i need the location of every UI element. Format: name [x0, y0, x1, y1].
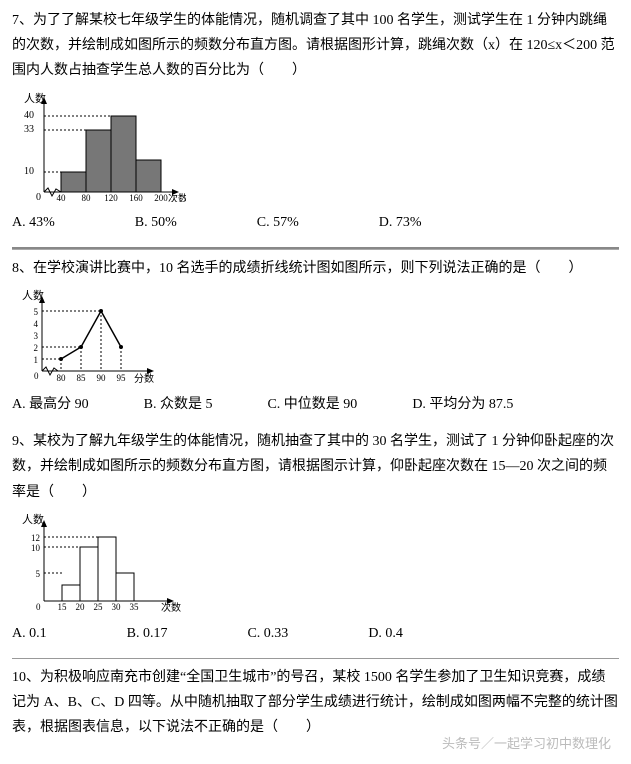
q8-chart: 人数 分数 1 2 3 4 5 0 [16, 289, 619, 384]
q9-ylabel: 人数 [22, 513, 44, 526]
svg-text:120: 120 [104, 193, 118, 202]
svg-text:1: 1 [34, 355, 39, 365]
q8-option-a[interactable]: A. 最高分 90 [12, 392, 89, 417]
divider [12, 658, 619, 659]
q7-option-b[interactable]: B. 50% [135, 210, 177, 235]
q9-options: A. 0.1 B. 0.17 C. 0.33 D. 0.4 [12, 621, 619, 646]
svg-text:95: 95 [117, 373, 127, 383]
svg-text:85: 85 [77, 373, 87, 383]
svg-text:10: 10 [31, 543, 41, 553]
svg-text:2: 2 [34, 343, 39, 353]
svg-text:12: 12 [31, 533, 40, 543]
q9-option-c[interactable]: C. 0.33 [247, 621, 288, 646]
q7-option-c[interactable]: C. 57% [257, 210, 299, 235]
svg-text:80: 80 [82, 193, 92, 202]
svg-text:3: 3 [34, 331, 39, 341]
q8-xlabel: 分数 [134, 372, 154, 384]
q9-chart: 人数 次数 5 10 12 0 15 20 25 30 35 [16, 513, 619, 613]
q7-option-d[interactable]: D. 73% [379, 210, 422, 235]
q9-text: 9、某校为了解九年级学生的体能情况，随机抽查了其中的 30 名学生，测试了 1 … [12, 429, 619, 505]
section-divider [12, 247, 619, 250]
svg-text:90: 90 [97, 373, 107, 383]
q9-option-d[interactable]: D. 0.4 [368, 621, 403, 646]
svg-text:33: 33 [24, 124, 34, 135]
svg-text:0: 0 [34, 371, 39, 381]
q7-options: A. 43% B. 50% C. 57% D. 73% [12, 210, 619, 235]
q8-option-b[interactable]: B. 众数是 5 [144, 392, 213, 417]
q9-option-a[interactable]: A. 0.1 [12, 621, 47, 646]
svg-text:0: 0 [36, 192, 41, 202]
svg-text:0: 0 [36, 602, 41, 612]
svg-text:200: 200 [154, 193, 168, 202]
svg-text:35: 35 [130, 602, 140, 612]
svg-text:25: 25 [94, 602, 104, 612]
question-7: 7、为了了解某校七年级学生的体能情况，随机调查了其中 100 名学生，测试学生在… [12, 8, 619, 235]
q7-chart: 人数 次数 10 33 40 0 40 80 120 160 [16, 92, 619, 202]
svg-text:80: 80 [57, 373, 67, 383]
q7-option-a[interactable]: A. 43% [12, 210, 55, 235]
svg-text:5: 5 [34, 307, 39, 317]
q7-xlabel: 次数 [168, 192, 186, 202]
q8-options: A. 最高分 90 B. 众数是 5 C. 中位数是 90 D. 平均分为 87… [12, 392, 619, 417]
watermark: 头条号／一起学习初中数理化 [12, 732, 619, 755]
question-9: 9、某校为了解九年级学生的体能情况，随机抽查了其中的 30 名学生，测试了 1 … [12, 429, 619, 646]
svg-text:160: 160 [129, 193, 143, 202]
q8-text: 8、在学校演讲比赛中，10 名选手的成绩折线统计图如图所示，则下列说法正确的是（… [12, 256, 619, 281]
q7-text: 7、为了了解某校七年级学生的体能情况，随机调查了其中 100 名学生，测试学生在… [12, 8, 619, 84]
svg-text:15: 15 [58, 602, 68, 612]
svg-text:4: 4 [34, 319, 39, 329]
svg-text:10: 10 [24, 166, 34, 177]
svg-text:5: 5 [36, 569, 41, 579]
question-8: 8、在学校演讲比赛中，10 名选手的成绩折线统计图如图所示，则下列说法正确的是（… [12, 256, 619, 417]
svg-text:40: 40 [24, 110, 34, 121]
q8-option-d[interactable]: D. 平均分为 87.5 [412, 392, 513, 417]
q10-text: 10、为积极响应南充市创建“全国卫生城市”的号召，某校 1500 名学生参加了卫… [12, 665, 619, 741]
svg-text:20: 20 [76, 602, 86, 612]
q8-option-c[interactable]: C. 中位数是 90 [267, 392, 357, 417]
question-10: 10、为积极响应南充市创建“全国卫生城市”的号召，某校 1500 名学生参加了卫… [12, 665, 619, 741]
q9-xlabel: 次数 [161, 601, 181, 613]
svg-text:40: 40 [57, 193, 67, 202]
q9-option-b[interactable]: B. 0.17 [127, 621, 168, 646]
svg-text:30: 30 [112, 602, 122, 612]
